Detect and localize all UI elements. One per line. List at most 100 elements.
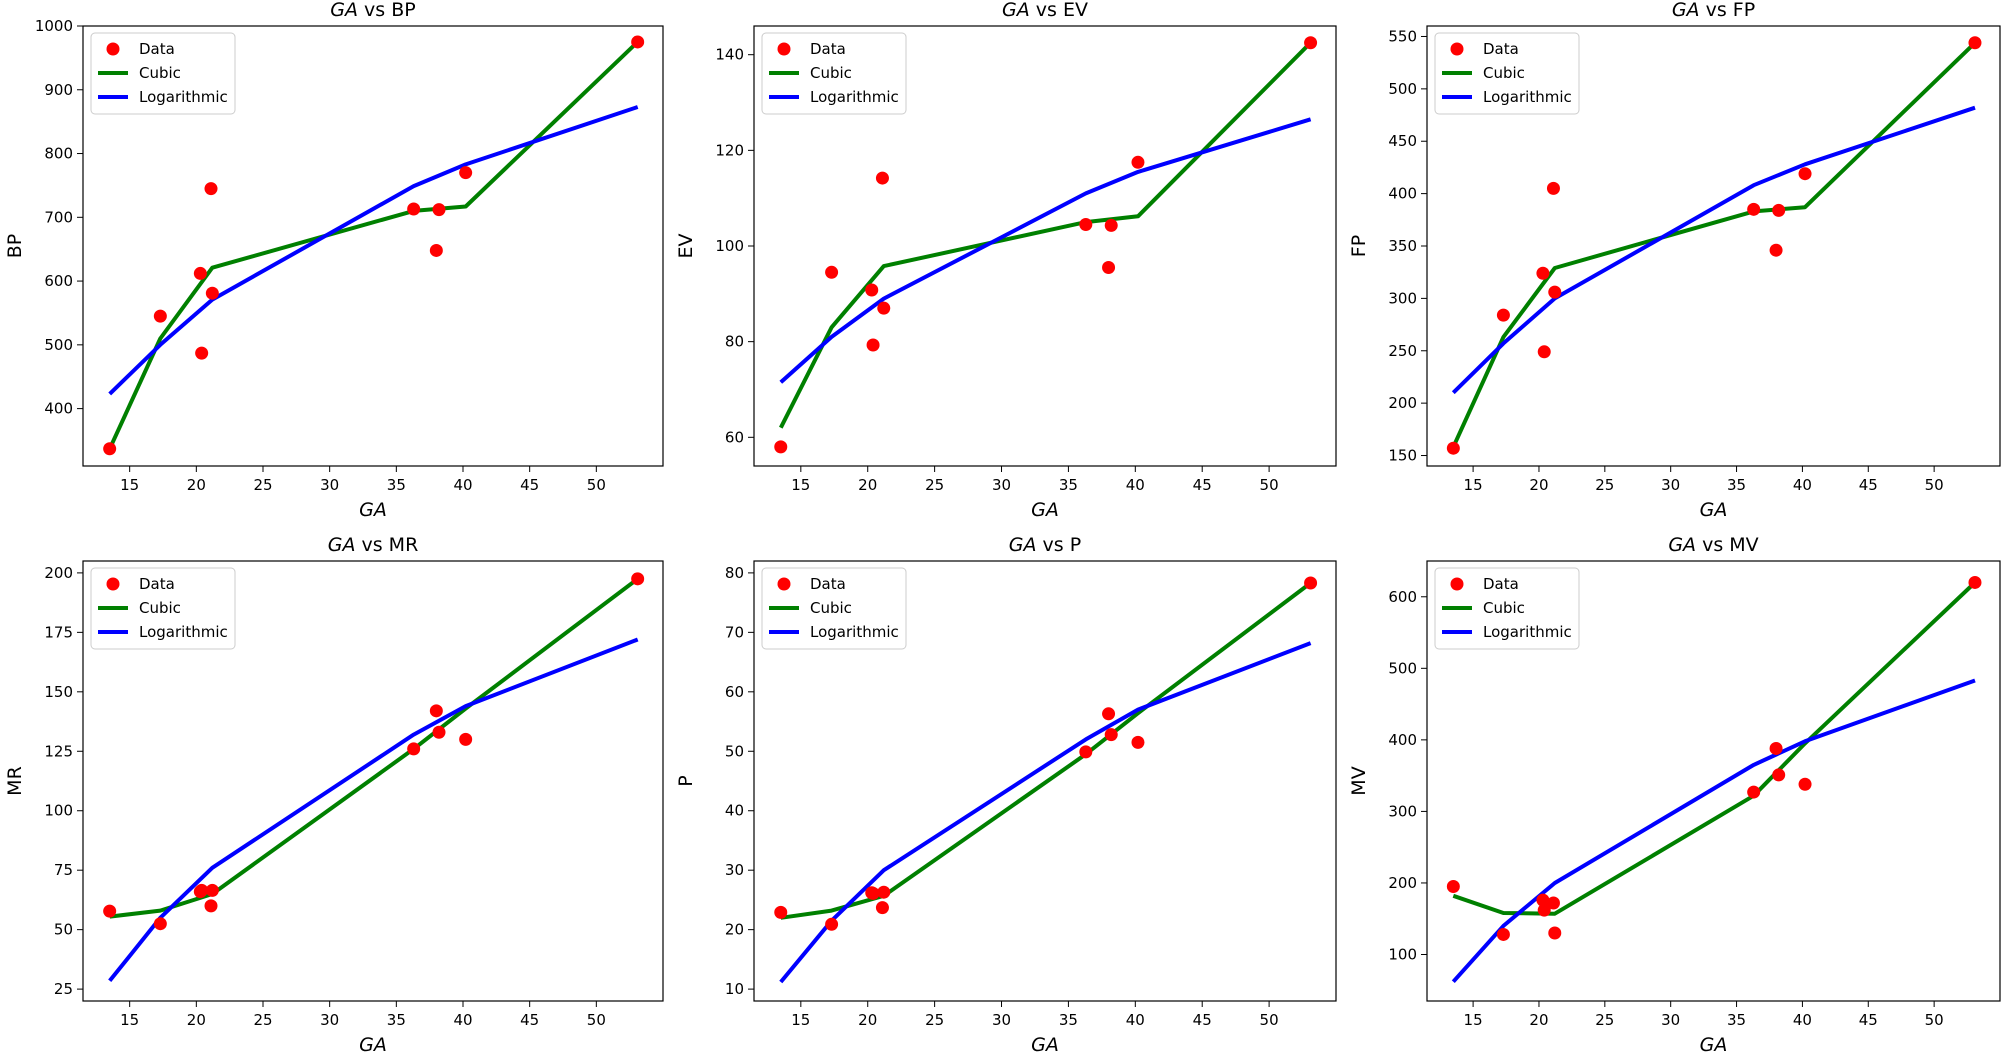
y-tick-label: 50 — [54, 921, 73, 939]
y-tick-label: 300 — [1388, 289, 1417, 307]
x-tick-label: 15 — [791, 476, 810, 494]
y-tick-label: 300 — [1388, 802, 1417, 820]
x-axis-label: GA — [1700, 499, 1728, 521]
legend: Data Cubic Logarithmic — [1434, 32, 1580, 115]
axes-frame — [753, 560, 1337, 1002]
data-point — [1496, 927, 1510, 941]
x-tick-label: 50 — [1925, 1011, 1944, 1029]
data-point — [1537, 903, 1551, 917]
y-tick-label: 100 — [1388, 945, 1417, 963]
data-point — [631, 35, 645, 49]
data-point — [429, 243, 443, 257]
legend-marker-data — [777, 577, 791, 591]
x-tick-label: 35 — [387, 476, 406, 494]
data-point — [1546, 896, 1560, 910]
legend-label-cubic: Cubic — [810, 599, 852, 617]
legend-label-logarithmic: Logarithmic — [139, 88, 228, 106]
axes-frame — [82, 560, 664, 1002]
data-point — [459, 732, 473, 746]
chart-title: GA vs BP — [330, 0, 415, 21]
data-point — [407, 742, 421, 756]
data-point — [1772, 203, 1786, 217]
legend-label-cubic: Cubic — [139, 599, 181, 617]
y-tick-label: 20 — [725, 921, 744, 939]
x-tick-label: 15 — [1464, 1011, 1483, 1029]
chart-title: GA vs MR — [328, 534, 419, 556]
legend-marker-data — [1450, 42, 1464, 56]
x-tick-label: 30 — [992, 1011, 1011, 1029]
data-point — [459, 166, 473, 180]
x-tick-label: 20 — [1529, 1011, 1548, 1029]
chart-title-rest: vs FP — [1700, 0, 1756, 21]
y-axis-label: P — [675, 775, 697, 786]
data-point — [877, 301, 891, 315]
chart-title: GA vs EV — [1002, 0, 1088, 21]
x-axis-label: GA — [359, 499, 387, 521]
y-tick-label: 200 — [1388, 874, 1417, 892]
x-tick-label: 20 — [858, 476, 877, 494]
y-tick-label: 175 — [44, 623, 73, 641]
chart-panel-2: GA vs EV 15 20 25 30 35 40 45 50 60 80 100 120 140 GA E… — [675, 0, 1337, 521]
data-point — [1747, 202, 1761, 216]
data-point — [1548, 926, 1562, 940]
data-point — [193, 266, 207, 280]
x-tick-label: 15 — [791, 1011, 810, 1029]
data-point — [205, 286, 219, 300]
legend-label-data: Data — [139, 575, 175, 593]
plot-area — [1446, 575, 1982, 984]
series-line-logarithmic — [779, 641, 1312, 984]
y-tick-label: 600 — [1388, 588, 1417, 606]
y-tick-label: 1000 — [35, 17, 73, 35]
plot-area — [1446, 36, 1982, 455]
y-tick-label: 250 — [1388, 342, 1417, 360]
y-axis-label: MR — [4, 766, 26, 796]
chart-panel-3: GA vs FP 15 20 25 30 35 40 45 50 150 200 250 300 350 4… — [1348, 0, 2001, 521]
data-point — [1446, 441, 1460, 455]
x-tick-label: 20 — [187, 476, 206, 494]
x-tick-label: 15 — [120, 476, 139, 494]
data-point — [1536, 266, 1550, 280]
y-tick-label: 500 — [44, 336, 73, 354]
data-point — [865, 283, 879, 297]
legend-label-logarithmic: Logarithmic — [1483, 88, 1572, 106]
data-point — [1769, 741, 1783, 755]
y-tick-label: 40 — [725, 802, 744, 820]
y-tick-label: 30 — [725, 861, 744, 879]
y-tick-label: 80 — [725, 564, 744, 582]
legend-marker-data — [777, 42, 791, 56]
x-tick-label: 35 — [387, 1011, 406, 1029]
x-tick-label: 35 — [1727, 476, 1746, 494]
x-tick-label: 30 — [320, 1011, 339, 1029]
x-tick-label: 25 — [1595, 476, 1614, 494]
series-line-logarithmic — [1451, 105, 1976, 395]
data-point — [1496, 308, 1510, 322]
data-point — [866, 338, 880, 352]
series-line-cubic — [780, 581, 1312, 920]
data-point — [204, 182, 218, 196]
legend-label-logarithmic: Logarithmic — [1483, 623, 1572, 641]
y-axis-label: EV — [675, 233, 697, 258]
x-tick-label: 35 — [1059, 1011, 1078, 1029]
y-tick-label: 70 — [725, 623, 744, 641]
y-tick-label: 200 — [1388, 394, 1417, 412]
series-line-cubic — [109, 577, 639, 919]
data-point — [1104, 728, 1118, 742]
legend-label-logarithmic: Logarithmic — [139, 623, 228, 641]
legend: Data Cubic Logarithmic — [90, 567, 236, 650]
data-point — [866, 886, 880, 900]
x-tick-label: 45 — [1859, 476, 1878, 494]
y-tick-label: 200 — [44, 564, 73, 582]
legend-label-cubic: Cubic — [1483, 64, 1525, 82]
y-tick-label: 80 — [725, 333, 744, 351]
plot-area — [774, 576, 1318, 984]
y-tick-label: 550 — [1388, 27, 1417, 45]
data-point — [195, 346, 209, 360]
chart-title-italic: GA — [328, 534, 356, 556]
x-tick-label: 40 — [453, 1011, 472, 1029]
data-point — [825, 917, 839, 931]
legend: Data Cubic Logarithmic — [1434, 567, 1580, 650]
x-tick-label: 50 — [587, 476, 606, 494]
chart-title: GA vs MV — [1668, 534, 1758, 556]
data-point — [1537, 345, 1551, 359]
series-line-logarithmic — [779, 117, 1312, 384]
